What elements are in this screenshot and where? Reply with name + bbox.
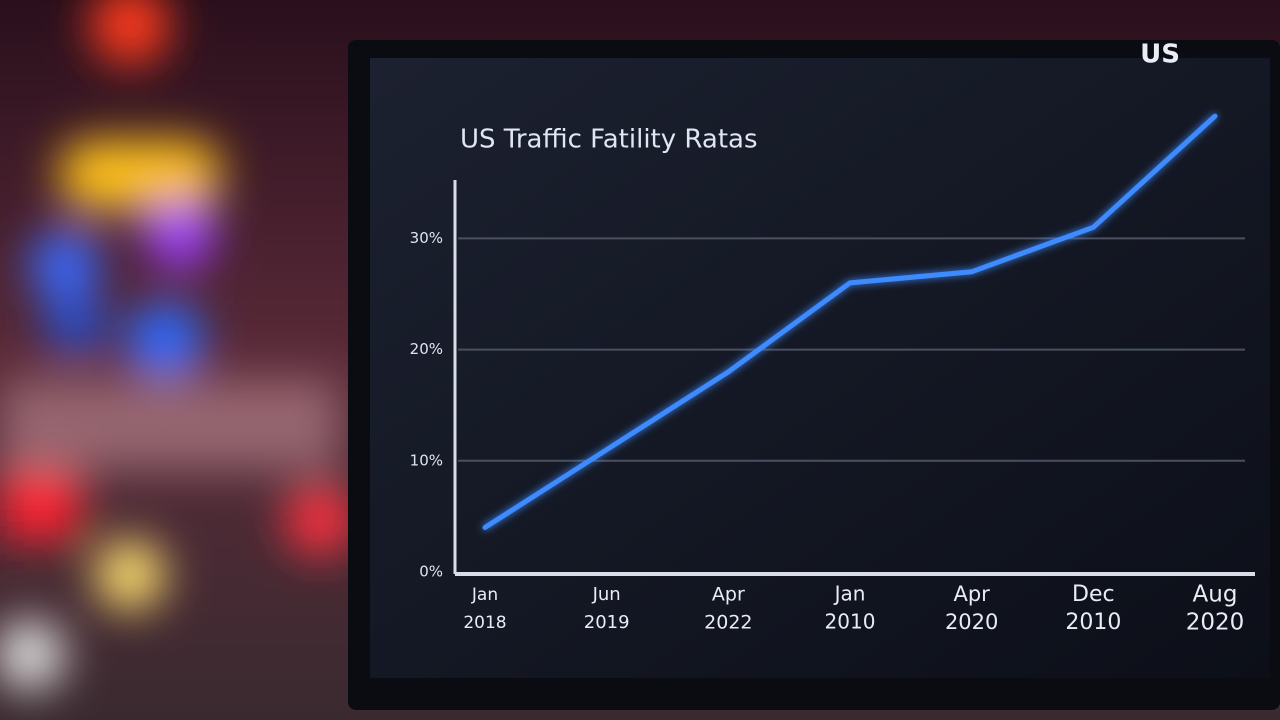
y-tick-label: 20% bbox=[410, 340, 443, 358]
x-tick-label: 2010 bbox=[1065, 610, 1121, 635]
data-line bbox=[482, 113, 1218, 531]
x-tick-label: 2018 bbox=[463, 613, 506, 633]
x-tick-label: 2020 bbox=[945, 610, 998, 634]
x-tick-label: Aug bbox=[1193, 582, 1238, 608]
chart-title: US Traffic Fatility Ratas bbox=[460, 125, 758, 155]
x-tick-label: Apr bbox=[712, 584, 745, 606]
x-tick-label: Jan bbox=[833, 582, 866, 606]
x-tick-label: Dec bbox=[1072, 582, 1115, 607]
x-tick-label: Jan bbox=[471, 585, 498, 605]
plot: 0% 10% 20% 30% Jan 2018 Jun 2019 Apr 2022 Jan 2010 A… bbox=[410, 113, 1245, 636]
y-tick-label: 0% bbox=[419, 563, 443, 581]
x-tick-label: 2022 bbox=[704, 612, 752, 634]
x-tick-label: 2010 bbox=[825, 610, 876, 634]
y-tick-label: 10% bbox=[410, 451, 443, 469]
x-tick-label: Apr bbox=[953, 582, 990, 606]
x-tick-label: 2019 bbox=[584, 612, 630, 633]
x-tick-label: 2020 bbox=[1186, 610, 1245, 636]
corner-label: US bbox=[1140, 40, 1180, 70]
x-tick-label: Jun bbox=[592, 584, 621, 605]
y-tick-label: 30% bbox=[410, 229, 443, 247]
